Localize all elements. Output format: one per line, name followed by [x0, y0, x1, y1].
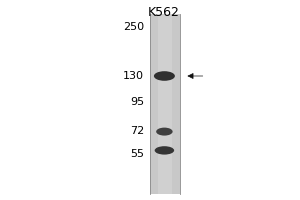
Bar [158, 14, 172, 194]
Text: 55: 55 [130, 149, 144, 159]
Text: 250: 250 [123, 22, 144, 32]
Text: 95: 95 [130, 97, 144, 107]
Ellipse shape [156, 128, 173, 136]
Text: K562: K562 [148, 6, 179, 19]
Ellipse shape [154, 71, 175, 81]
Text: 72: 72 [130, 126, 144, 136]
Text: 130: 130 [123, 71, 144, 81]
Bar [150, 14, 180, 194]
Ellipse shape [155, 146, 174, 155]
